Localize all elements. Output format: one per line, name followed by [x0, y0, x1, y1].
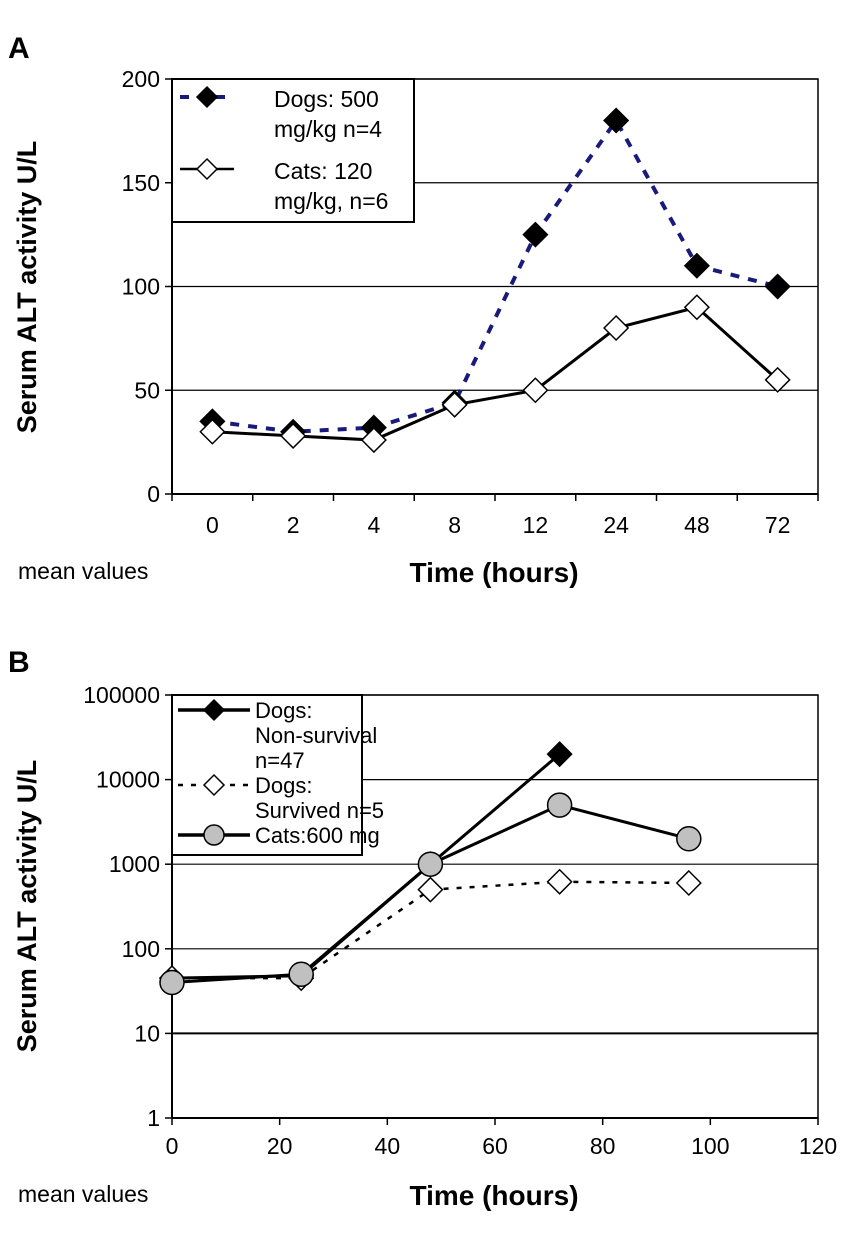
legend-label: Survived n=5: [255, 798, 384, 823]
data-point-circle: [159, 969, 185, 996]
x-tick-label: 48: [684, 512, 710, 538]
y-tick-label: 0: [147, 481, 160, 507]
data-point-diamond: [546, 868, 573, 895]
data-point-diamond: [546, 741, 573, 768]
panel-a: A Serum ALT activity U/L Time (hours) me…: [8, 32, 819, 588]
data-point-diamond: [683, 252, 710, 279]
legend-box: [171, 78, 415, 223]
legend-box: [171, 694, 363, 856]
legend-marker-diamond: [195, 157, 219, 181]
data-point-diamond: [522, 377, 549, 404]
data-point-circle: [288, 961, 314, 988]
data-point-circle: [417, 851, 444, 877]
x-tick-label: 12: [523, 512, 549, 538]
legend-label: Cats:600 mg: [255, 823, 380, 848]
y-tick-label: 200: [122, 66, 160, 92]
data-point-diamond: [417, 876, 444, 903]
legend-marker-circle: [203, 824, 225, 846]
y-tick-label: 150: [122, 170, 160, 196]
y-axis-label-a: Serum ALT activity U/L: [12, 141, 42, 434]
y-tick-label: 10: [134, 1020, 160, 1046]
legend-label: mg/kg n=4: [274, 116, 382, 142]
series-line: [172, 880, 689, 980]
y-axis-label-b: Serum ALT activity U/L: [12, 760, 42, 1053]
x-tick-label: 8: [448, 512, 461, 538]
legend-label: n=47: [255, 748, 305, 773]
panel-label-a: A: [8, 32, 30, 65]
legend-label: mg/kg, n=6: [274, 188, 388, 214]
data-point-diamond: [360, 426, 387, 454]
legend-label: Dogs: 500: [274, 86, 379, 112]
legend-label: Dogs:: [255, 773, 312, 798]
x-tick-label: 0: [206, 512, 219, 538]
x-axis-label-b: Time (hours): [409, 1180, 578, 1211]
y-tick-label: 50: [134, 377, 160, 403]
data-point-diamond: [522, 221, 549, 248]
data-point-diamond: [675, 869, 702, 897]
x-tick-label: 24: [603, 512, 629, 538]
data-point-diamond: [603, 314, 630, 342]
data-point-circle: [546, 792, 573, 818]
series-line: [212, 305, 779, 442]
y-tick-label: 100: [122, 274, 160, 300]
data-point-circle: [676, 825, 702, 852]
panel-b: B Serum ALT activity U/L Time (hours) me…: [8, 646, 837, 1211]
legend-label: Cats: 120: [274, 158, 372, 184]
legend-marker-diamond: [195, 85, 219, 109]
data-point-diamond: [441, 391, 468, 418]
data-point-diamond: [199, 418, 226, 445]
x-tick-label: 60: [482, 1133, 508, 1159]
legend: Dogs: 500 mg/kg n=4 Cats: 120 mg/kg, n=6: [171, 78, 415, 223]
x-tick-label: 40: [375, 1133, 401, 1159]
y-tick-label: 10000: [96, 767, 160, 793]
legend-marker-diamond: [202, 773, 226, 797]
series-2: [158, 868, 702, 992]
legend-label: Non-survival: [255, 723, 377, 748]
y-tick-label: 1000: [109, 851, 160, 877]
x-tick-label: 80: [590, 1133, 616, 1159]
x-tick-label: 100: [691, 1133, 729, 1159]
series-line: [212, 116, 779, 434]
note-b: mean values: [18, 1181, 148, 1207]
data-point-diamond: [764, 273, 791, 300]
x-axis-label-a: Time (hours): [409, 557, 578, 588]
legend-label: Dogs:: [255, 698, 312, 723]
x-tick-label: 120: [799, 1133, 837, 1159]
y-tick-label: 100: [122, 936, 160, 962]
legend-marker-diamond: [202, 698, 226, 722]
data-point-diamond: [764, 366, 791, 393]
y-tick-label: 100000: [83, 682, 160, 708]
x-tick-label: 2: [287, 512, 300, 538]
data-point-diamond: [603, 107, 630, 134]
panel-label-b: B: [8, 646, 30, 679]
y-tick-label: 1: [147, 1105, 160, 1131]
x-tick-label: 0: [166, 1133, 179, 1159]
data-point-diamond: [683, 294, 710, 321]
series-2: [199, 294, 791, 454]
x-tick-label: 72: [765, 512, 791, 538]
note-a: mean values: [18, 558, 148, 584]
series-3: [159, 792, 702, 996]
x-tick-label: 4: [367, 512, 380, 538]
data-point-diamond: [280, 422, 307, 449]
x-tick-label: 20: [267, 1133, 293, 1159]
